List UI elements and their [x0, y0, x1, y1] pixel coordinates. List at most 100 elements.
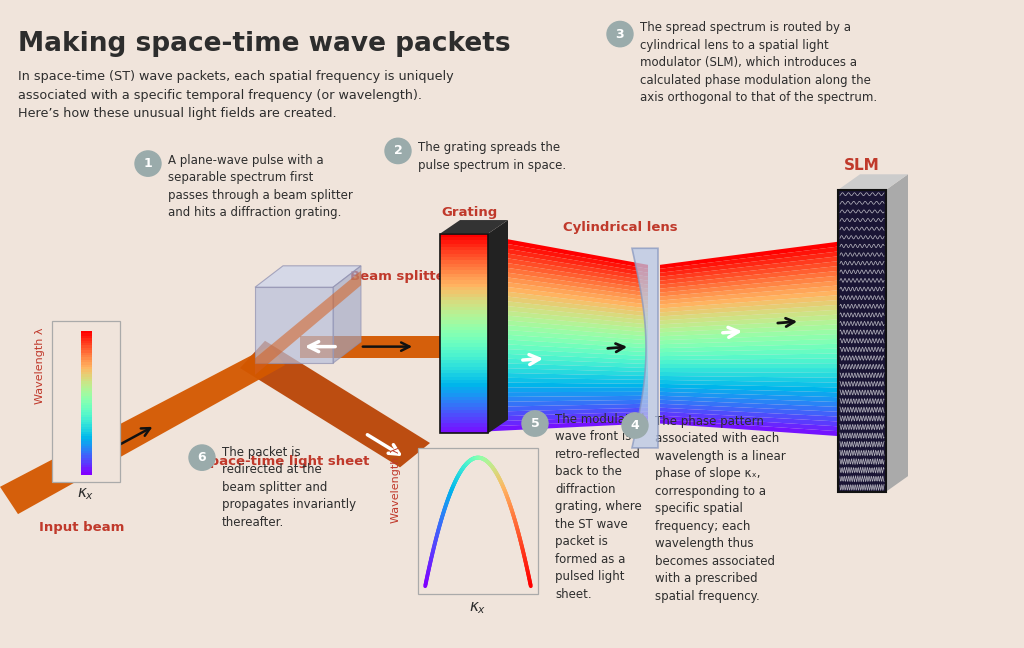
Polygon shape — [660, 281, 840, 301]
Bar — [81, 338, 91, 341]
Polygon shape — [300, 336, 440, 358]
Bar — [440, 277, 488, 280]
Polygon shape — [488, 378, 648, 384]
Polygon shape — [660, 246, 840, 273]
Bar — [81, 422, 91, 424]
Polygon shape — [838, 174, 908, 190]
Bar — [81, 408, 91, 410]
Text: Beam splitter: Beam splitter — [350, 270, 452, 283]
Bar — [440, 247, 488, 250]
Bar — [81, 367, 91, 369]
Bar — [440, 280, 488, 284]
Bar — [81, 472, 91, 474]
Polygon shape — [488, 367, 648, 376]
Bar — [81, 465, 91, 467]
Bar — [440, 294, 488, 297]
Bar — [440, 260, 488, 264]
Polygon shape — [333, 266, 361, 363]
Polygon shape — [660, 290, 840, 308]
Text: Here’s how these unusual light fields are created.: Here’s how these unusual light fields ar… — [18, 107, 337, 120]
Bar — [81, 470, 91, 472]
Bar — [52, 321, 120, 482]
Polygon shape — [488, 280, 648, 305]
Polygon shape — [660, 314, 840, 329]
Circle shape — [522, 411, 548, 436]
Bar — [440, 273, 488, 277]
Bar — [81, 429, 91, 432]
Bar — [440, 264, 488, 267]
Text: 5: 5 — [530, 417, 540, 430]
Bar — [81, 353, 91, 355]
Polygon shape — [660, 334, 840, 344]
Bar — [440, 314, 488, 317]
Bar — [440, 234, 488, 434]
Polygon shape — [440, 220, 508, 234]
Bar — [440, 323, 488, 327]
Polygon shape — [660, 411, 840, 426]
Bar — [440, 423, 488, 426]
Polygon shape — [660, 275, 840, 297]
Text: $\kappa_x$: $\kappa_x$ — [469, 601, 486, 616]
Bar — [440, 387, 488, 390]
Polygon shape — [488, 255, 648, 284]
Bar — [81, 334, 91, 336]
Bar — [440, 234, 488, 237]
Polygon shape — [488, 304, 648, 325]
Text: Grating: Grating — [441, 206, 497, 219]
Bar — [81, 463, 91, 465]
Bar — [81, 391, 91, 393]
Bar — [440, 367, 488, 370]
Text: Making space-time wave packets: Making space-time wave packets — [18, 31, 511, 57]
Polygon shape — [488, 358, 648, 368]
Bar — [81, 372, 91, 374]
Text: In space-time (ST) wave packets, each spatial frequency is uniquely: In space-time (ST) wave packets, each sp… — [18, 70, 454, 83]
Polygon shape — [488, 392, 648, 397]
Polygon shape — [886, 174, 908, 492]
Bar — [440, 393, 488, 397]
Polygon shape — [488, 388, 648, 392]
Polygon shape — [488, 220, 508, 434]
Polygon shape — [488, 309, 648, 329]
Bar — [81, 439, 91, 441]
Polygon shape — [660, 319, 840, 332]
Polygon shape — [660, 353, 840, 360]
Text: The spread spectrum is routed by a
cylindrical lens to a spatial light
modulator: The spread spectrum is routed by a cylin… — [640, 21, 878, 104]
Bar — [440, 360, 488, 364]
Bar — [81, 405, 91, 408]
Polygon shape — [660, 256, 840, 281]
Text: associated with a specific temporal frequency (or wavelength).: associated with a specific temporal freq… — [18, 89, 422, 102]
Bar — [81, 432, 91, 434]
Bar — [81, 379, 91, 381]
Bar — [81, 374, 91, 376]
Bar — [81, 393, 91, 396]
Text: Wavelength λ: Wavelength λ — [35, 327, 45, 404]
Polygon shape — [488, 319, 648, 336]
Bar — [81, 441, 91, 443]
Polygon shape — [488, 411, 648, 422]
Polygon shape — [660, 358, 840, 364]
Polygon shape — [488, 348, 648, 360]
Bar — [81, 453, 91, 456]
Bar — [440, 310, 488, 314]
Polygon shape — [488, 373, 648, 380]
Polygon shape — [660, 368, 840, 373]
Bar — [440, 380, 488, 384]
Bar — [440, 353, 488, 357]
Polygon shape — [660, 380, 840, 388]
Bar — [440, 364, 488, 367]
Bar — [440, 376, 488, 380]
Polygon shape — [240, 341, 430, 467]
Text: $\kappa_x$: $\kappa_x$ — [78, 487, 94, 502]
Polygon shape — [488, 382, 648, 388]
Polygon shape — [488, 284, 648, 308]
Polygon shape — [660, 339, 840, 348]
Polygon shape — [488, 419, 648, 432]
Polygon shape — [488, 314, 648, 332]
Bar — [440, 347, 488, 350]
Text: 4: 4 — [631, 419, 639, 432]
Polygon shape — [660, 343, 840, 352]
Polygon shape — [660, 242, 840, 269]
Bar — [440, 327, 488, 330]
Text: SLM: SLM — [844, 158, 880, 174]
Bar — [81, 386, 91, 389]
